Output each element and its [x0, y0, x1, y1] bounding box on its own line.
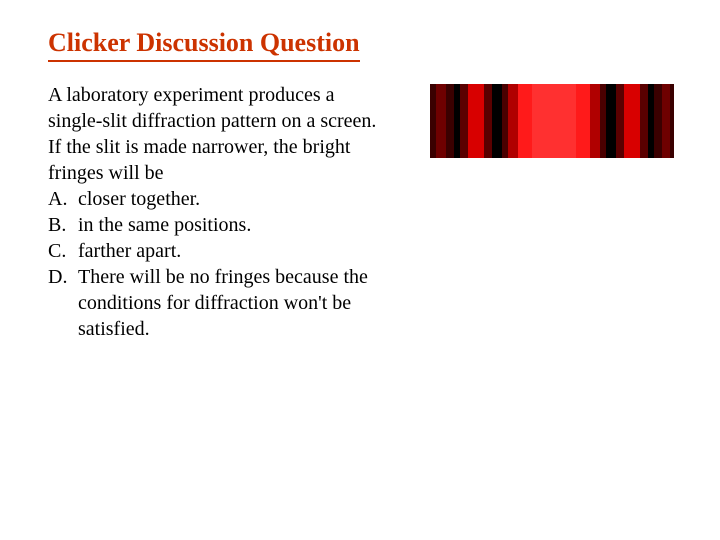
- option-a: A. closer together.: [48, 186, 388, 212]
- option-text: farther apart.: [78, 238, 181, 264]
- option-c: C. farther apart.: [48, 238, 388, 264]
- option-marker: B.: [48, 212, 78, 238]
- option-marker: A.: [48, 186, 78, 212]
- option-b: B. in the same positions.: [48, 212, 388, 238]
- option-marker: D.: [48, 264, 78, 342]
- option-text: in the same positions.: [78, 212, 251, 238]
- options-list: A. closer together. B. in the same posit…: [48, 186, 388, 342]
- question-block: A laboratory experiment produces a singl…: [48, 82, 388, 342]
- diffraction-pattern-image: [430, 84, 674, 158]
- option-text: There will be no fringes because the con…: [78, 264, 388, 342]
- option-d: D. There will be no fringes because the …: [48, 264, 388, 342]
- question-prompt: A laboratory experiment produces a singl…: [48, 82, 388, 186]
- option-text: closer together.: [78, 186, 200, 212]
- option-marker: C.: [48, 238, 78, 264]
- page-title: Clicker Discussion Question: [48, 28, 360, 62]
